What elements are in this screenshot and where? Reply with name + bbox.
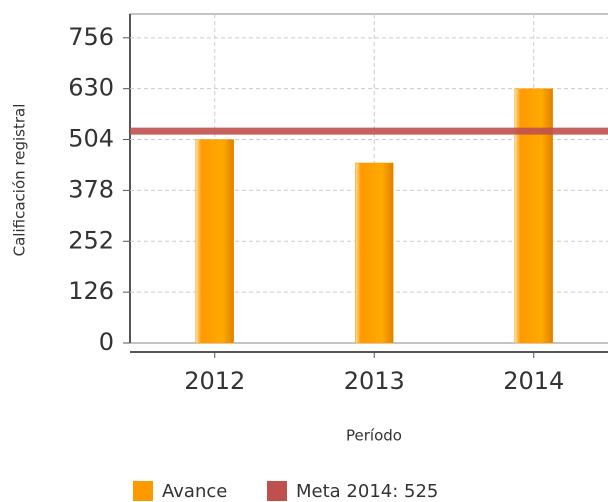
bar (514, 88, 553, 344)
y-axis-label: Calificación registral (11, 104, 29, 257)
legend-label: Meta 2014: 525 (296, 481, 438, 502)
legend-swatch (133, 481, 153, 501)
x-tick-label: 2012 (184, 367, 245, 395)
bar (355, 162, 394, 344)
y-tick-label: 756 (68, 23, 114, 51)
y-tick-label: 630 (68, 74, 114, 102)
y-tick-label: 126 (68, 277, 114, 305)
x-tick-label: 2013 (344, 367, 405, 395)
y-tick-label: 504 (68, 125, 114, 153)
bar (195, 139, 234, 344)
legend-swatch (267, 481, 287, 501)
x-axis-label: Período (346, 427, 402, 445)
legend-label: Avance (162, 481, 227, 502)
y-tick-label: 0 (99, 328, 114, 356)
y-tick-label: 252 (68, 226, 114, 254)
y-tick-label: 378 (68, 175, 114, 203)
x-tick-label: 2014 (503, 367, 564, 395)
